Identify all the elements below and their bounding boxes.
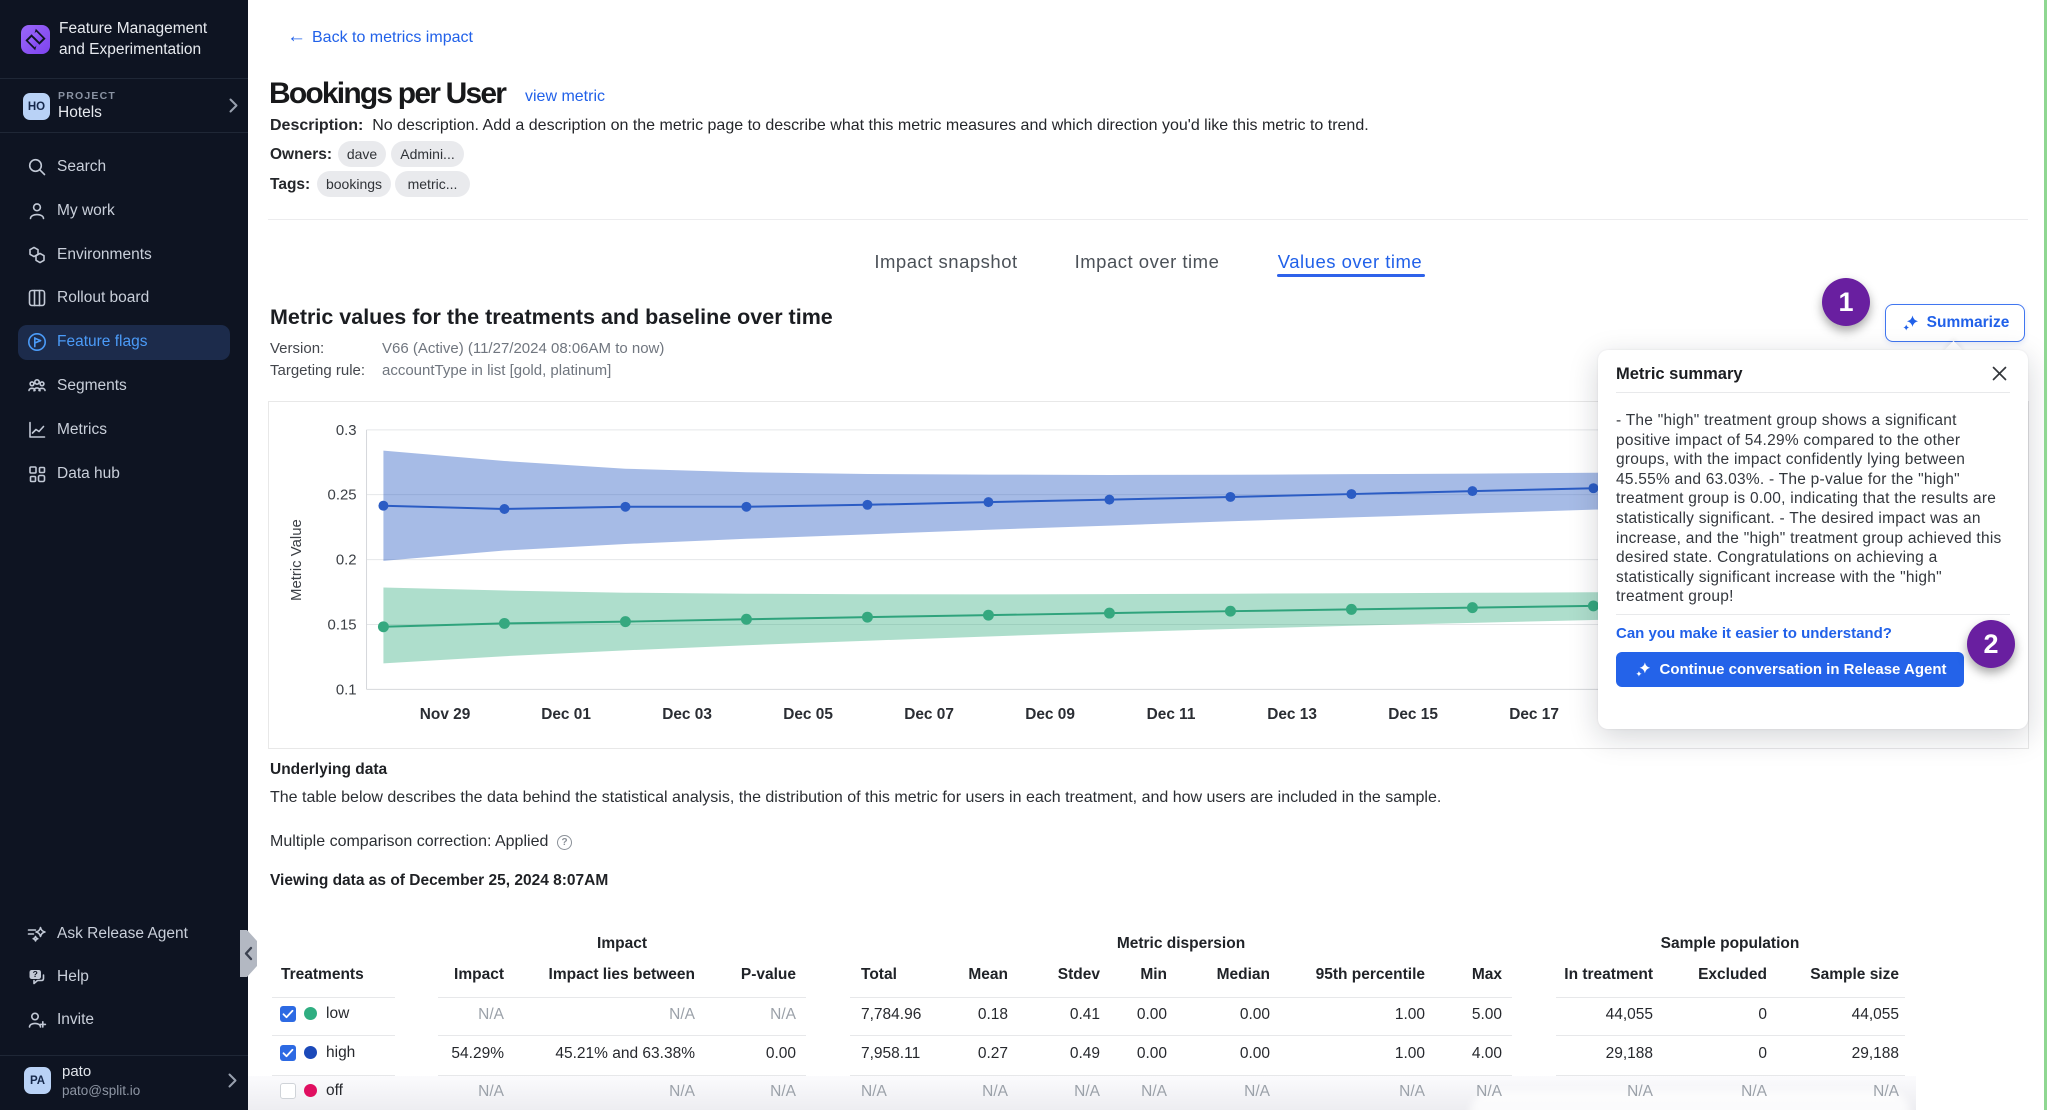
svg-text:Dec 11: Dec 11 (1147, 706, 1196, 723)
svg-text:0.25: 0.25 (328, 488, 357, 504)
svg-text:Dec 03: Dec 03 (662, 706, 712, 723)
svg-text:?: ? (33, 969, 38, 979)
svg-text:0.15: 0.15 (328, 617, 357, 633)
svg-text:Nov 29: Nov 29 (420, 706, 471, 723)
svg-text:Dec 13: Dec 13 (1267, 706, 1317, 723)
svg-text:0.2: 0.2 (336, 553, 357, 569)
svg-text:Dec 17: Dec 17 (1509, 706, 1559, 723)
svg-text:Metric Value: Metric Value (289, 519, 305, 601)
svg-text:Dec 05: Dec 05 (783, 706, 833, 723)
svg-text:0.1: 0.1 (336, 682, 357, 698)
svg-text:Dec 09: Dec 09 (1025, 706, 1075, 723)
svg-text:Dec 07: Dec 07 (904, 706, 954, 723)
svg-text:Dec 01: Dec 01 (541, 706, 591, 723)
svg-text:Dec 15: Dec 15 (1388, 706, 1438, 723)
svg-text:0.3: 0.3 (336, 423, 357, 439)
